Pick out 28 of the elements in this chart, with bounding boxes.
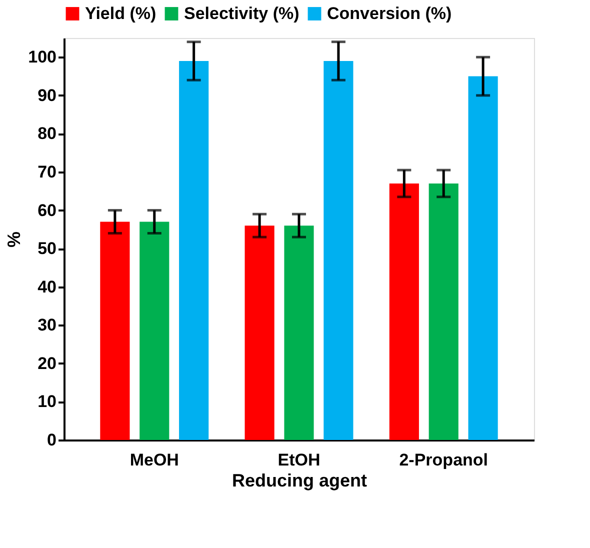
y-tick-label: 70 (38, 162, 56, 182)
legend-label: Yield (%) (85, 4, 156, 23)
x-tick-label: 2-Propanol (399, 450, 488, 470)
legend-label: Conversion (%) (327, 4, 452, 23)
y-tick-label: 40 (38, 277, 56, 296)
y-tick-label: 30 (38, 316, 56, 335)
y-tick-label: 50 (38, 239, 56, 258)
y-tick-label: 100 (28, 48, 56, 67)
x-tick-label: EtOH (278, 450, 320, 470)
y-tick-label: 60 (38, 200, 56, 220)
y-tick-label: 10 (38, 392, 56, 412)
y-tick-label: 90 (38, 86, 56, 105)
bar (428, 183, 458, 440)
bar (324, 60, 354, 440)
y-axis-title: % (4, 231, 24, 248)
bar (140, 222, 170, 440)
y-tick-label: 80 (38, 124, 56, 144)
legend-label: Selectivity (%) (184, 4, 300, 23)
y-tick-label: 0 (47, 430, 56, 450)
bar (389, 183, 419, 440)
bar (100, 222, 130, 440)
x-axis-title: Reducing agent (232, 470, 368, 490)
x-tick-label: MeOH (130, 450, 179, 470)
bar (468, 76, 498, 440)
bar (284, 226, 314, 440)
y-tick-label: 20 (38, 354, 56, 373)
bar (244, 226, 274, 440)
bar (179, 60, 209, 440)
